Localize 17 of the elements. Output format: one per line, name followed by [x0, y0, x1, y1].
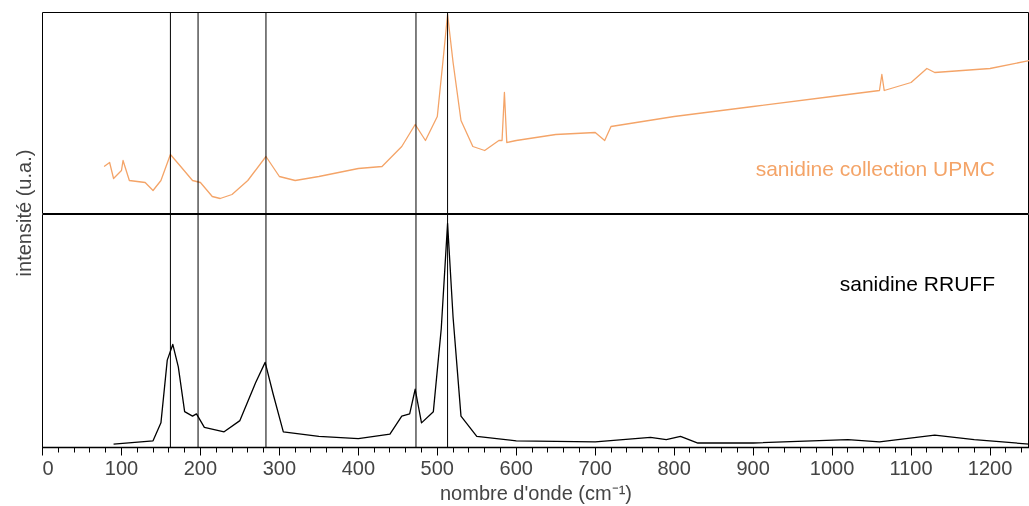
x-tick-label: 1200: [967, 456, 1013, 479]
y-axis-title: intensité (u.a.): [12, 149, 35, 277]
x-tick-label: 1100: [889, 456, 933, 479]
x-axis-title: nombre d'onde (cm⁻¹): [440, 481, 632, 504]
x-tick-label: 800: [657, 456, 691, 479]
text: sanidine RRUFF: [839, 272, 995, 296]
x-tick-label: 300: [262, 456, 297, 479]
x-tick-label: 700: [578, 456, 612, 479]
x-tick-label: 600: [499, 456, 533, 479]
text: sanidine collection UPMC: [755, 157, 995, 180]
x-tick-label: 400: [341, 456, 376, 479]
x-tick-label: 900: [736, 456, 770, 479]
x-tick-label: 500: [420, 456, 454, 479]
x-tick-label: 1000: [809, 456, 855, 479]
x-tick-label: 100: [104, 456, 139, 479]
x-tick-label: 200: [183, 456, 218, 479]
x-tick-label: 0: [42, 456, 54, 479]
